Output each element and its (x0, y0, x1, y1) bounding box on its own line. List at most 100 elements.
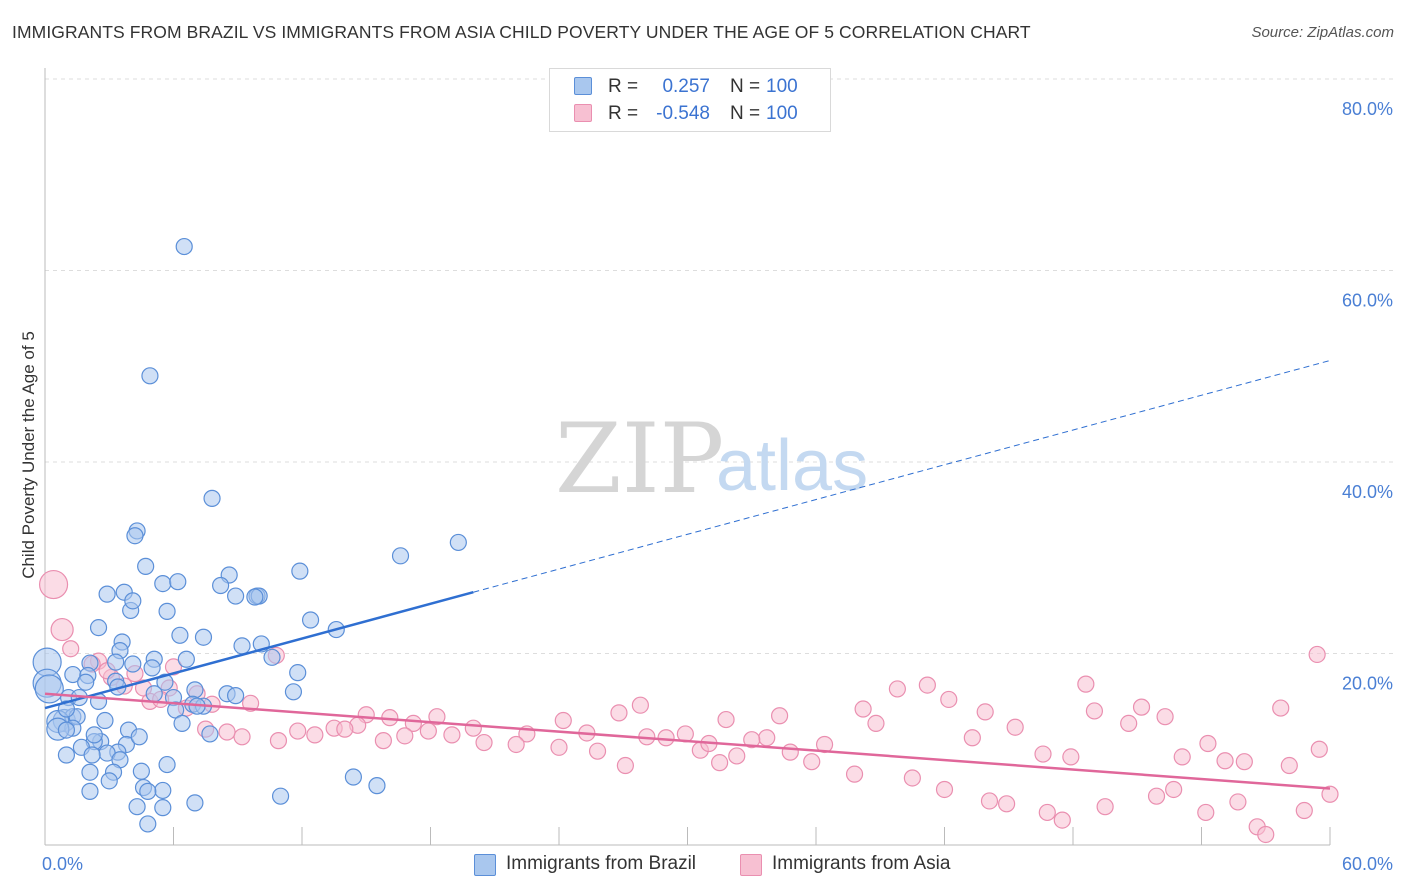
brazil-point (158, 755, 176, 774)
asia-point (1272, 699, 1290, 717)
bottom-legend-swatch-asia (740, 854, 762, 876)
y-tick-label: 80.0% (1342, 99, 1393, 119)
legend-row-brazil: R = 0.257 N = 100 (550, 74, 830, 100)
asia-point (374, 732, 392, 750)
brazil-point (96, 711, 114, 730)
gridlines (45, 78, 1393, 654)
legend-swatch-brazil (574, 77, 592, 95)
legend-swatch-asia (574, 104, 592, 122)
brazil-point (154, 575, 172, 593)
brazil-point (89, 619, 108, 637)
asia-point (1199, 734, 1217, 753)
trend-lines (44, 360, 1331, 790)
brazil-point (227, 687, 245, 705)
brazil-point (271, 787, 290, 805)
asia-point (1156, 708, 1174, 726)
asia-point (1310, 740, 1328, 758)
bottom-legend-swatch-brazil (474, 854, 496, 876)
asia-point (269, 732, 288, 750)
correlation-legend: R = 0.257 N = 100 R = -0.548 N = 100 (549, 68, 831, 132)
brazil-point (186, 794, 204, 812)
asia-point (1096, 798, 1114, 816)
brazil-point (201, 725, 219, 743)
brazil-point (139, 782, 157, 800)
brazil-point (154, 781, 172, 800)
asia-point (164, 658, 183, 676)
brazil-point (391, 547, 410, 565)
asia-point (758, 729, 776, 747)
brazil-point (203, 489, 221, 507)
legend-n-value: 100 (766, 76, 798, 97)
bottom-legend-label-asia: Immigrants from Asia (772, 853, 951, 874)
y-tick-label: 40.0% (1342, 482, 1393, 502)
asia-point (616, 756, 634, 775)
brazil-point (130, 728, 148, 746)
legend-r-label: R = (608, 76, 639, 97)
brazil-point (449, 533, 467, 552)
asia-point (610, 704, 628, 722)
asia-point (218, 723, 236, 741)
brazil-point (156, 673, 174, 691)
tick-labels: 20.0% 40.0% 60.0% 80.0% 0.0% 60.0% (42, 99, 1393, 874)
asia-point (1034, 745, 1052, 763)
asia-point (1147, 787, 1166, 805)
asia-point (963, 729, 981, 747)
brazil-point (77, 673, 95, 691)
source-label: Source: ZipAtlas.com (1251, 24, 1394, 41)
asia-point (443, 726, 461, 744)
asia-point (233, 728, 251, 746)
brazil-point (246, 588, 264, 606)
asia-point (1197, 803, 1215, 822)
brazil-point (175, 237, 193, 256)
legend-n-label: N = (730, 76, 761, 97)
x-tick-label: 60.0% (1342, 854, 1393, 874)
legend-r-label: R = (608, 103, 639, 124)
bottom-legend-label-brazil: Immigrants from Brazil (506, 853, 697, 874)
brazil-trend-extension (473, 360, 1331, 593)
brazil-point (368, 777, 386, 795)
asia-point (507, 735, 525, 754)
brazil-trend-line (44, 591, 474, 710)
brazil-point (291, 562, 309, 580)
brazil-point (344, 768, 362, 786)
asia-point (1173, 748, 1191, 766)
asia-point (1062, 748, 1080, 766)
asia-point (550, 738, 568, 756)
watermark-zip: ZIP (555, 403, 724, 515)
brazil-point (132, 762, 150, 780)
asia-point (935, 780, 954, 799)
asia-point (1053, 811, 1071, 829)
asia-point (976, 703, 994, 721)
asia-point (1165, 780, 1183, 799)
brazil-point (34, 674, 64, 704)
asia-trend-line (44, 692, 1331, 790)
brazil-point (289, 664, 307, 682)
asia-point (867, 714, 885, 732)
y-tick-label: 60.0% (1342, 291, 1393, 311)
asia-point (1132, 698, 1151, 716)
asia-point (888, 680, 906, 698)
asia-point (717, 710, 735, 729)
legend-row-asia: R = -0.548 N = 100 (550, 101, 830, 127)
asia-point (306, 726, 324, 744)
asia-point (803, 753, 821, 771)
asia-point (940, 690, 958, 709)
brazil-point (143, 659, 161, 677)
asia-point (1235, 753, 1253, 771)
asia-point (419, 722, 437, 740)
asia-point (38, 569, 69, 600)
legend-n-value: 100 (766, 103, 798, 124)
y-axis-label: Child Poverty Under the Age of 5 (19, 331, 38, 579)
brazil-point (137, 557, 155, 575)
brazil-point (57, 746, 76, 764)
x-tick-label: 0.0% (42, 854, 83, 874)
brazil-point (186, 681, 204, 699)
brazil-point (233, 637, 251, 655)
asia-point (657, 729, 675, 747)
brazil-point (83, 746, 101, 764)
brazil-point (173, 714, 191, 732)
watermark-atlas: atlas (716, 426, 868, 506)
asia-point (631, 696, 649, 714)
asia-point (1229, 793, 1247, 811)
